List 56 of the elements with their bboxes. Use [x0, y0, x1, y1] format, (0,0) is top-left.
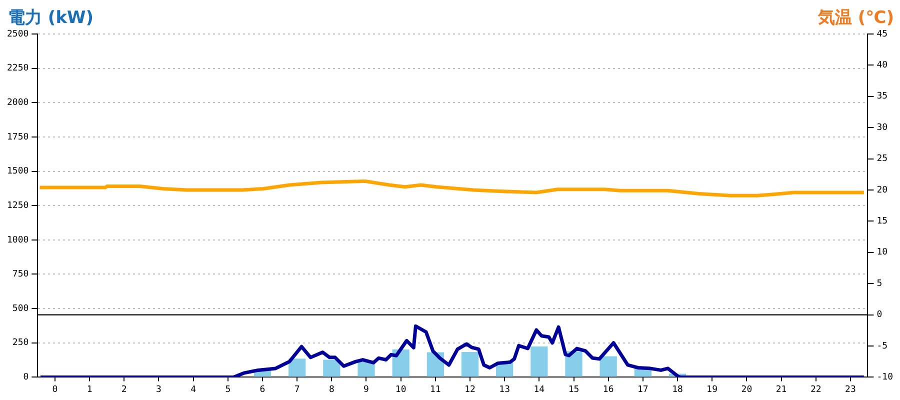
- x-tick-label: 16: [602, 384, 614, 395]
- y-tick-label: 250: [12, 338, 29, 348]
- y-tick-label: 1250: [6, 200, 29, 211]
- bar: [461, 352, 479, 377]
- y-tick-label: 1750: [6, 132, 29, 142]
- y2-tick-label: -10: [876, 372, 894, 383]
- x-tick-label: 3: [156, 384, 162, 395]
- x-tick-label: 14: [534, 384, 545, 395]
- x-tick-label: 19: [706, 384, 718, 395]
- bar: [288, 358, 306, 377]
- y-axis-title: 電力 (kW): [8, 7, 94, 29]
- bar: [600, 356, 617, 377]
- y2-tick-label: 30: [876, 122, 888, 133]
- x-tick-label: 11: [430, 384, 441, 395]
- y2-tick-label: 10: [876, 248, 888, 258]
- y-tick-label: 1000: [6, 235, 29, 246]
- x-tick-label: 10: [395, 384, 406, 395]
- y2-tick-label: 5: [876, 278, 882, 289]
- x-tick-label: 4: [190, 384, 196, 395]
- y2-axis-title: 気温 (℃): [818, 7, 894, 29]
- x-tick-label: 5: [225, 384, 231, 395]
- x-tick-label: 12: [464, 384, 476, 395]
- y-tick-label: 750: [12, 270, 29, 280]
- y2-tick-label: -5: [876, 341, 888, 352]
- y-tick-label: 1500: [6, 166, 29, 177]
- y-tick-label: 2000: [6, 98, 29, 108]
- x-tick-label: 23: [845, 384, 856, 395]
- x-tick-label: 15: [568, 384, 580, 395]
- y2-tick-label: 45: [876, 29, 888, 40]
- x-tick-label: 8: [328, 384, 334, 395]
- x-tick-label: 0: [52, 384, 58, 395]
- y2-tick-label: 20: [876, 185, 888, 196]
- x-tick-label: 21: [776, 384, 787, 395]
- x-tick-label: 17: [638, 384, 648, 395]
- x-tick-label: 7: [294, 384, 300, 395]
- x-tick-label: 6: [260, 384, 266, 395]
- y2-tick-label: 0: [876, 310, 882, 320]
- y-tick-label: 2500: [6, 29, 29, 40]
- x-tick-label: 2: [121, 384, 127, 395]
- y-tick-label: 2250: [6, 64, 29, 74]
- bar: [565, 351, 582, 377]
- bar: [323, 360, 340, 377]
- x-tick-label: 9: [364, 384, 369, 395]
- x-tick-label: 13: [499, 384, 510, 395]
- bar: [358, 362, 375, 377]
- x-tick-label: 1: [86, 384, 92, 395]
- x-tick-label: 18: [672, 384, 683, 395]
- y2-tick-label: 25: [876, 154, 888, 164]
- bar: [530, 346, 548, 377]
- y2-tick-label: 40: [876, 60, 888, 71]
- y2-tick-label: 35: [876, 92, 888, 102]
- x-tick-label: 20: [741, 384, 752, 395]
- y2-tick-label: 15: [876, 216, 888, 227]
- y-tick-label: 500: [12, 304, 29, 314]
- y-tick-label: 0: [23, 372, 29, 383]
- x-tick-label: 22: [810, 384, 822, 395]
